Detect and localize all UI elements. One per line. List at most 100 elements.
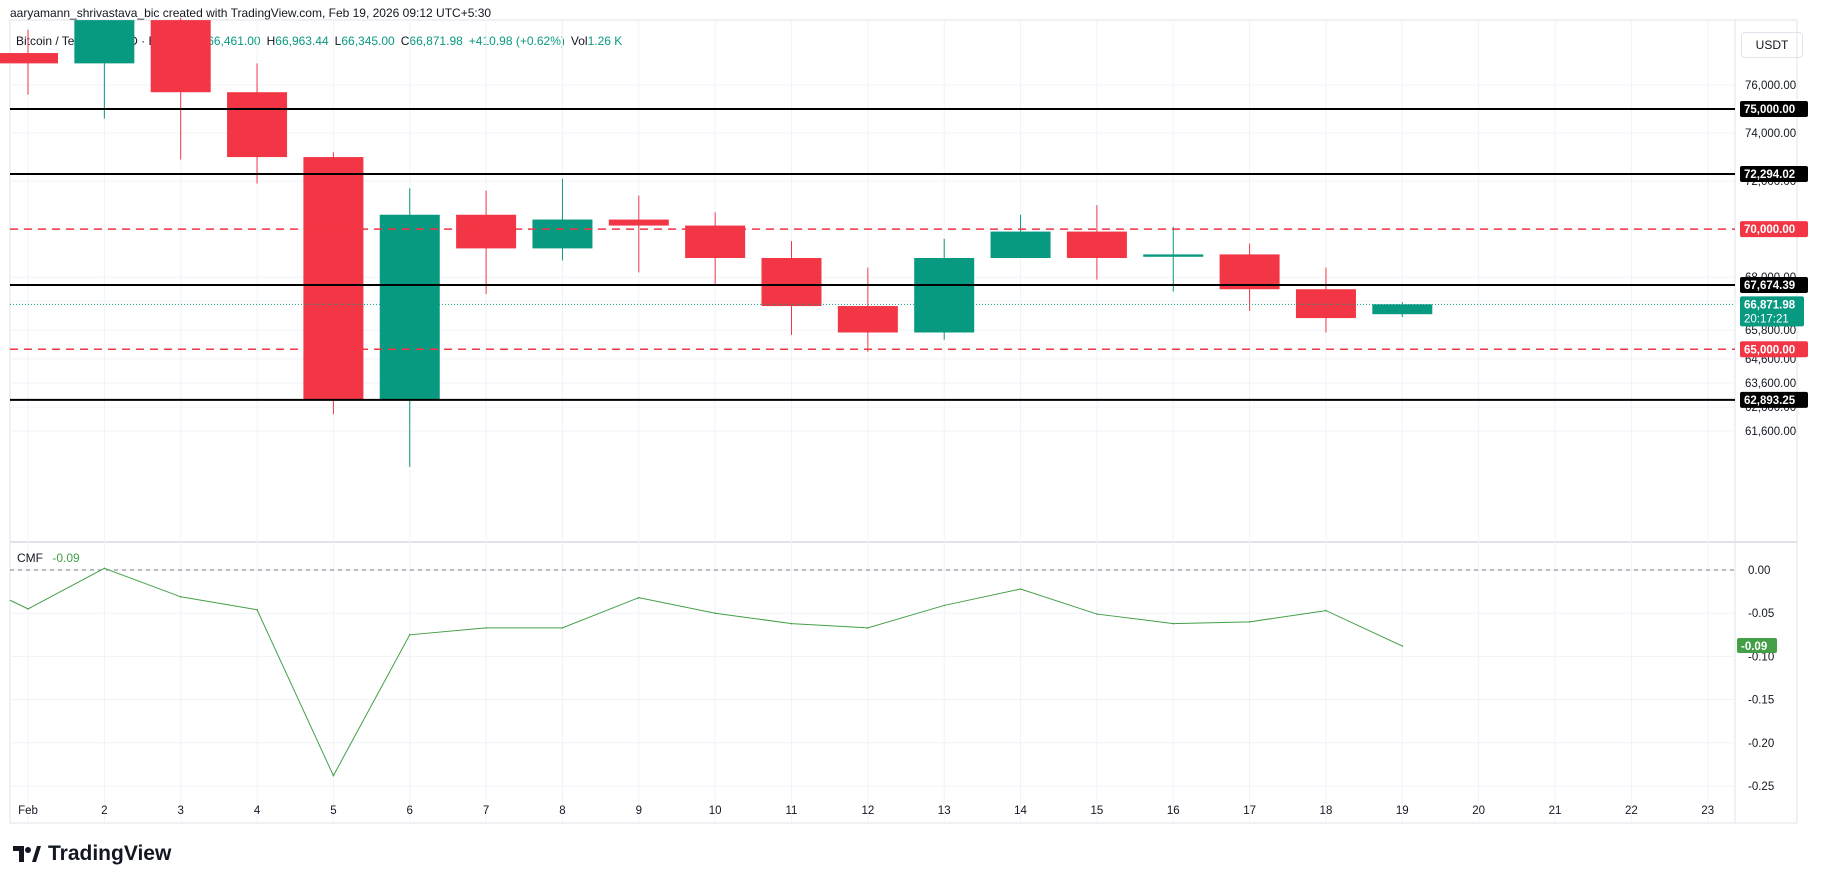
x-axis-label: 5 xyxy=(330,805,336,817)
cmf-series-line xyxy=(9,567,1403,777)
cmf-point xyxy=(1401,645,1404,647)
cmf-point xyxy=(714,612,716,614)
cmf-point xyxy=(943,604,945,607)
price-tick-label: 74,000.00 xyxy=(1745,128,1796,140)
price-level-label: 62,893.25 xyxy=(1744,395,1796,407)
cmf-last-value-tag xyxy=(1737,638,1777,654)
price-level-tag xyxy=(1740,166,1808,183)
cmf-point xyxy=(485,627,487,629)
price-tick-label: 65,800.00 xyxy=(1745,325,1796,337)
cmf-tick-label: -0.10 xyxy=(1748,651,1774,663)
candle-body xyxy=(150,20,211,93)
high-label: H xyxy=(266,34,276,48)
x-axis-label: 22 xyxy=(1625,805,1638,817)
cmf-point xyxy=(638,596,640,599)
cmf-point xyxy=(408,634,411,636)
price-level-label: 67,674.39 xyxy=(1744,280,1795,292)
price-level-tag xyxy=(1740,101,1808,118)
candle-body xyxy=(1066,231,1127,258)
chart-attribution: aaryamann_shrivastava_bic created with T… xyxy=(10,6,492,20)
price-level-label: 72,294.02 xyxy=(1744,169,1795,181)
last-price-tag xyxy=(1740,296,1804,327)
x-axis-label: 18 xyxy=(1320,805,1333,817)
cmf-point xyxy=(561,627,564,629)
x-axis-label: 2 xyxy=(101,805,107,817)
x-axis-label: 21 xyxy=(1549,805,1562,817)
cmf-point xyxy=(1096,613,1098,615)
cmf-point xyxy=(1248,621,1251,623)
cmf-tick-label: -0.15 xyxy=(1748,695,1774,707)
price-tick-label: 76,000.00 xyxy=(1745,80,1796,92)
x-axis-label: 7 xyxy=(483,805,489,817)
candle-body xyxy=(914,258,975,333)
price-tick-label: 63,600.00 xyxy=(1745,378,1796,390)
cmf-name[interactable]: CMF xyxy=(17,551,43,565)
cmf-legend: CMF -0.09 xyxy=(17,551,80,565)
x-axis-label: 15 xyxy=(1091,805,1104,817)
x-axis-label: 9 xyxy=(636,805,642,817)
candle-body xyxy=(0,53,58,64)
candle-body xyxy=(608,219,669,226)
candle-body xyxy=(685,225,746,258)
tradingview-brand-name: TradingView xyxy=(48,842,172,865)
x-axis-label: 6 xyxy=(407,805,413,817)
candle-body xyxy=(532,219,593,249)
x-axis-label: 8 xyxy=(559,805,565,817)
cmf-point xyxy=(1325,609,1327,612)
cmf-point xyxy=(256,608,258,611)
cmf-last-value-label: -0.09 xyxy=(1741,641,1767,653)
x-axis-label: 4 xyxy=(254,805,261,817)
cmf-point xyxy=(867,627,869,629)
candle-body xyxy=(379,214,440,400)
open-value: 66,461.00 xyxy=(207,34,261,48)
candle-body xyxy=(227,92,288,158)
candle-body xyxy=(456,214,517,249)
cmf-point xyxy=(179,595,182,598)
chart-frame xyxy=(9,19,1798,824)
price-tick-label: 61,600.00 xyxy=(1745,426,1796,438)
candle-body xyxy=(1219,254,1280,290)
tradingview-logo-icon xyxy=(13,846,41,862)
close-value: 66,871.98 xyxy=(409,34,463,48)
x-axis-label: 10 xyxy=(709,805,722,817)
change-value: +410.98 (+0.62%) xyxy=(468,34,565,48)
symbol-legend: Bitcoin / TetherUS · 1D · Binance O66,46… xyxy=(16,34,622,48)
price-level-tag xyxy=(1740,391,1808,408)
price-level-label: 70,000.00 xyxy=(1744,224,1795,236)
x-axis-label: 12 xyxy=(861,805,874,817)
volume-label: Vol xyxy=(570,34,588,48)
x-axis-label: 3 xyxy=(177,805,183,817)
candle-body xyxy=(837,306,898,333)
cmf-point xyxy=(103,567,106,570)
tradingview-logo[interactable]: TradingView xyxy=(13,842,171,866)
candle-body xyxy=(1295,289,1356,319)
x-axis-label: 14 xyxy=(1014,805,1027,817)
low-label: L xyxy=(334,34,342,48)
cmf-tick-label: -0.20 xyxy=(1748,738,1774,750)
last-price-countdown: 20:17:21 xyxy=(1744,313,1789,325)
candle-body xyxy=(303,157,364,400)
candle-body xyxy=(1372,304,1433,315)
x-axis-label: 17 xyxy=(1243,805,1256,817)
currency-button[interactable]: USDT xyxy=(1741,32,1803,58)
cmf-tick-label: -0.05 xyxy=(1748,608,1774,620)
price-level-tag xyxy=(1740,221,1808,238)
cmf-value: -0.09 xyxy=(52,551,80,565)
cmf-point xyxy=(332,774,335,777)
x-axis-label: 23 xyxy=(1701,805,1714,817)
high-value: 66,963.44 xyxy=(275,34,329,48)
price-level-tag xyxy=(1740,277,1808,294)
volume-value: 1.26 K xyxy=(587,34,623,48)
cmf-point xyxy=(1019,588,1022,590)
x-axis-label: 11 xyxy=(786,805,798,817)
price-level-label: 65,000.00 xyxy=(1744,344,1795,356)
candle-body xyxy=(761,258,822,307)
cmf-point xyxy=(27,608,29,610)
cmf-point xyxy=(790,622,793,625)
candle-body xyxy=(74,20,135,64)
cmf-point xyxy=(1172,622,1175,625)
x-axis-label: Feb xyxy=(18,805,38,817)
close-label: C xyxy=(400,34,410,48)
x-axis-label: 20 xyxy=(1472,805,1485,817)
